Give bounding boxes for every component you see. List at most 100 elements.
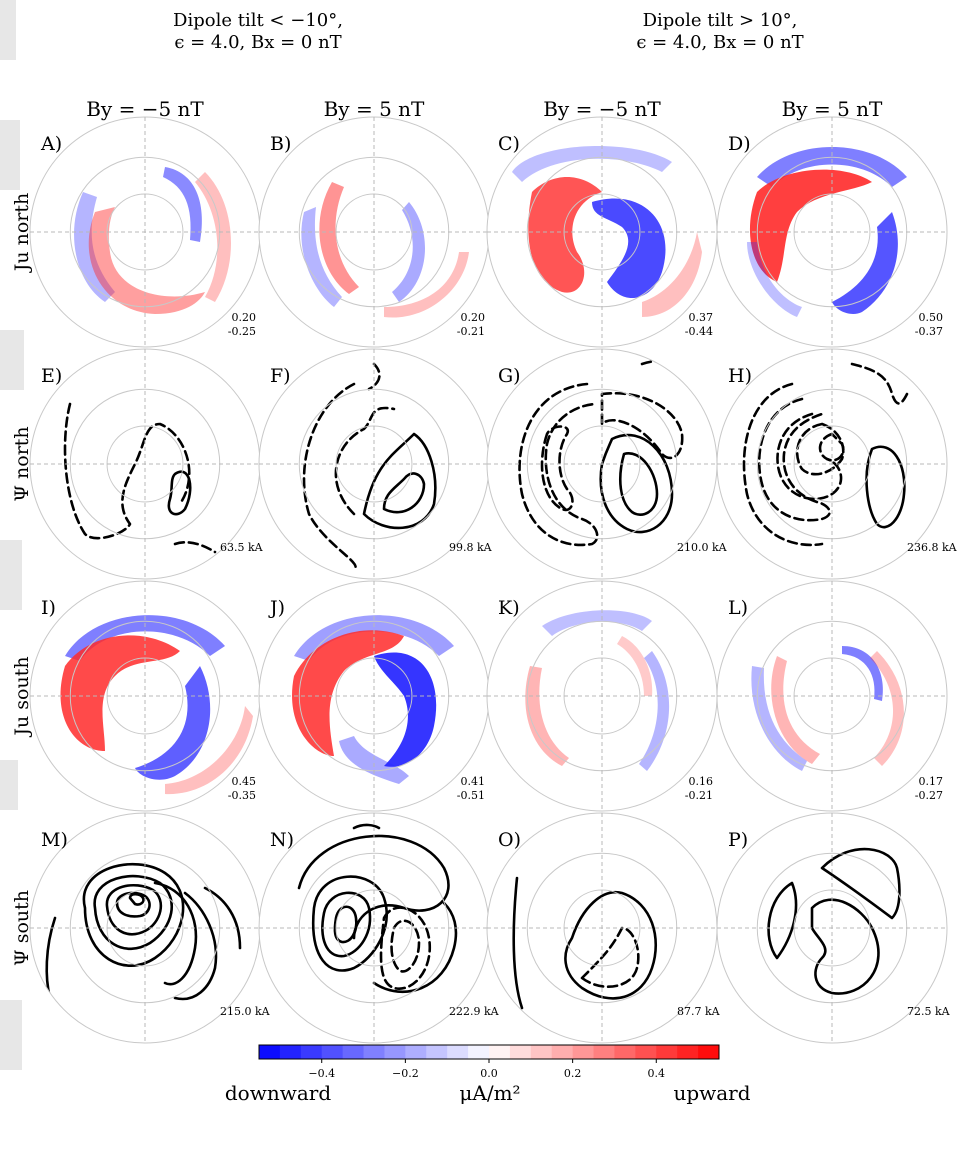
positive-contour (93, 874, 174, 950)
panel-a: A) 0.20-0.25 (29, 116, 261, 348)
colorbar-step (509, 1045, 532, 1059)
panel-label: D) (728, 133, 751, 155)
panel-c: C) 0.37-0.44 (486, 116, 718, 348)
negative-contour (758, 397, 831, 522)
panel-min-value: -0.51 (457, 789, 485, 802)
upward-current-region (88, 207, 205, 314)
panel-max-value: 0.20 (232, 311, 257, 324)
colorbar-tick-label: −0.4 (308, 1067, 335, 1080)
colorbar-step (468, 1045, 490, 1059)
panel-field (512, 145, 702, 317)
colorbar-step (447, 1045, 469, 1059)
panel-label: B) (270, 133, 291, 155)
positive-contour (115, 891, 151, 918)
panel-min-value: -0.37 (915, 325, 943, 338)
panel-label: C) (498, 133, 520, 155)
positive-contour (167, 470, 192, 516)
panel-label: N) (270, 829, 294, 851)
colorbar-right-label: upward (673, 1081, 750, 1105)
panel-max-value: 0.16 (689, 775, 714, 788)
panel-field (63, 402, 217, 554)
panel-label: O) (498, 829, 521, 851)
panel-total-current: 63.5 kA (220, 541, 264, 554)
positive-contour (382, 472, 426, 514)
colorbar: −0.4 −0.2 0.0 0.2 0.4 downward μA/m² upward (225, 1044, 751, 1105)
downward-current-region (751, 666, 807, 771)
positive-contour (173, 891, 218, 1001)
group-header-negative-tilt: Dipole tilt < −10°, ϵ = 4.0, Bx = 0 nT (173, 10, 343, 53)
downward-current-region (163, 167, 202, 242)
row-header-psi-south: Ψ south (11, 890, 33, 966)
group-header-positive-tilt: Dipole tilt > 10°, ϵ = 4.0, Bx = 0 nT (636, 10, 803, 53)
positive-contour (297, 834, 450, 940)
upward-current-region (384, 252, 469, 318)
panel-f: F) 99.8 kA (258, 348, 493, 580)
panel-total-current: 222.9 kA (449, 1005, 500, 1018)
negative-contour (776, 412, 843, 501)
panel-n: N) 222.9 kA (258, 812, 500, 1044)
positive-contour (362, 432, 437, 530)
positive-contour (153, 881, 198, 986)
positive-contour (564, 890, 657, 1000)
negative-contour (850, 362, 909, 405)
colorbar-step (342, 1045, 365, 1059)
panel-label: E) (41, 365, 62, 387)
downward-current-region (74, 192, 115, 302)
panel-field (518, 359, 684, 547)
upward-current-region (60, 635, 180, 751)
negative-contour (742, 382, 824, 547)
panel-field (767, 847, 901, 995)
downward-current-region (757, 147, 907, 187)
panel-total-current: 72.5 kA (907, 1005, 951, 1018)
panel-label: M) (41, 829, 68, 851)
colorbar-tick-label: 0.2 (564, 1067, 582, 1080)
downward-current-region (392, 202, 426, 302)
row-header-ju-south: Ju south (11, 656, 33, 737)
panel-field (512, 876, 657, 1010)
positive-contour (810, 898, 880, 995)
group-header-line1: Dipole tilt > 10°, (643, 10, 798, 31)
panel-field (74, 167, 232, 314)
colorbar-tick-label: 0.0 (480, 1067, 498, 1080)
panel-p: P) 72.5 kA (716, 812, 951, 1044)
panel-label: A) (40, 133, 62, 155)
downward-current-region (294, 615, 454, 661)
panel-total-current: 215.0 kA (220, 1005, 271, 1018)
colorbar-tick-label: −0.2 (392, 1067, 419, 1080)
group-header-line2: ϵ = 4.0, Bx = 0 nT (174, 32, 341, 53)
positive-contour (372, 901, 458, 994)
colorbar-step (698, 1045, 720, 1059)
panel-max-value: 0.37 (689, 311, 714, 324)
upward-current-region (528, 177, 602, 293)
panel-max-value: 0.17 (919, 775, 944, 788)
negative-contour (334, 406, 396, 516)
colorbar-step (614, 1045, 636, 1059)
upward-current-region (525, 666, 569, 766)
positive-contour (321, 891, 372, 958)
upward-current-region (771, 656, 820, 764)
panel-k: K) 0.16-0.21 (486, 580, 718, 812)
upward-current-region (642, 232, 702, 317)
colorbar-ticks: −0.4 −0.2 0.0 0.2 0.4 (308, 1059, 665, 1080)
colorbar-step (384, 1045, 406, 1059)
positive-contour (128, 892, 145, 906)
negative-contour (518, 382, 599, 547)
panel-g: G) 210.0 kA (486, 348, 728, 580)
row-header-ju-north: Ju north (11, 193, 33, 274)
colorbar-step (426, 1045, 448, 1059)
downward-current-region (592, 198, 666, 299)
downward-current-region (65, 615, 225, 661)
panel-field (297, 823, 458, 994)
positive-contour (512, 876, 524, 1010)
negative-contour (367, 362, 381, 391)
panel-b: B) 0.20-0.21 (258, 116, 490, 348)
colorbar-step (300, 1045, 323, 1059)
positive-contour (820, 847, 901, 920)
positive-contour (333, 905, 358, 944)
panel-o: O) 87.7 kA (486, 812, 721, 1044)
positive-contour (105, 883, 163, 936)
panel-max-value: 0.41 (461, 775, 486, 788)
colorbar-step (363, 1045, 385, 1059)
panel-label: I) (41, 597, 56, 619)
panel-label: L) (728, 597, 748, 619)
